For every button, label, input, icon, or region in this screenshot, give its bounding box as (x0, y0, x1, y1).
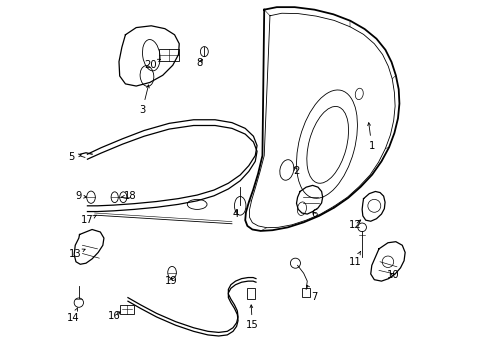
Text: 19: 19 (164, 276, 177, 286)
Text: 7: 7 (306, 285, 317, 302)
Text: 11: 11 (348, 251, 361, 267)
Text: 3: 3 (139, 85, 149, 115)
Text: 15: 15 (245, 305, 258, 330)
Text: 1: 1 (367, 123, 374, 151)
Text: 18: 18 (121, 191, 137, 201)
Text: 16: 16 (108, 311, 121, 320)
Text: 4: 4 (232, 209, 238, 219)
Text: 17: 17 (81, 215, 97, 225)
Text: 5: 5 (68, 152, 81, 162)
Text: 2: 2 (293, 166, 299, 176)
Text: 13: 13 (69, 248, 85, 258)
Text: 12: 12 (348, 220, 361, 230)
Text: 14: 14 (67, 308, 79, 323)
Text: 9: 9 (76, 191, 86, 201)
Text: 10: 10 (386, 270, 399, 280)
Text: 8: 8 (196, 58, 203, 68)
Text: 6: 6 (310, 209, 317, 219)
Text: 20: 20 (144, 59, 160, 69)
